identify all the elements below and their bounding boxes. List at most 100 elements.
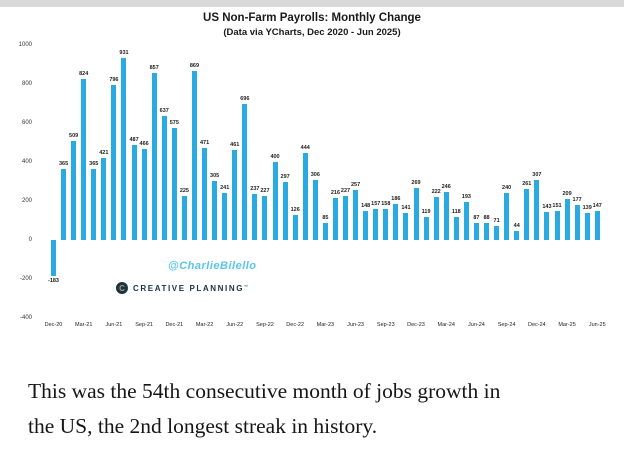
x-tick-label: Mar-21 <box>74 322 93 328</box>
bar <box>202 148 208 240</box>
bar-value-label: 141 <box>401 204 411 211</box>
bar <box>232 150 238 240</box>
bar-value-label: 306 <box>310 172 320 179</box>
bar-value-label: 87 <box>473 215 480 222</box>
x-tick-label: Dec-21 <box>165 322 184 328</box>
bar-value-label: 85 <box>322 215 329 222</box>
watermark-handle: @CharlieBilello <box>168 260 257 272</box>
bar-value-label: 297 <box>280 174 290 181</box>
bar-value-label: 869 <box>189 62 200 69</box>
x-tick-label: Sep-21 <box>135 322 153 328</box>
bar-value-label: 637 <box>159 107 169 114</box>
bar-value-label: 461 <box>230 142 240 149</box>
bar <box>453 216 459 240</box>
bar-value-label: 88 <box>483 214 490 221</box>
caption-line-2: the US, the 2nd longest streak in histor… <box>28 414 378 438</box>
bar <box>353 189 359 240</box>
bar <box>574 205 580 240</box>
x-tick-label: Dec-20 <box>44 322 63 328</box>
bar-value-label: 261 <box>522 181 532 188</box>
bar-value-label: 365 <box>58 160 69 167</box>
trademark-symbol: ™ <box>244 283 250 289</box>
bar <box>393 203 399 240</box>
y-tick-label: 600 <box>21 120 32 126</box>
x-tick-label: Jun-21 <box>105 322 123 328</box>
bar <box>473 223 479 240</box>
bar-value-label: 177 <box>572 197 582 204</box>
bar <box>191 70 197 240</box>
x-tick-label: Sep-24 <box>497 322 516 328</box>
bar-value-label: 487 <box>129 137 139 144</box>
bar <box>524 189 530 240</box>
y-tick-label: -200 <box>19 276 32 282</box>
bar <box>343 195 349 240</box>
x-tick-label: Jun-24 <box>468 322 485 328</box>
payrolls-chart: US Non-Farm Payrolls: Monthly Change (Da… <box>0 8 624 360</box>
bar <box>534 180 540 240</box>
bar <box>51 240 56 276</box>
bar <box>383 209 389 240</box>
x-tick-label: Jun-22 <box>226 322 244 328</box>
x-tick-label: Dec-22 <box>286 322 305 328</box>
chart-title: US Non-Farm Payrolls: Monthly Change <box>203 12 421 24</box>
bar <box>413 187 419 240</box>
creative-planning-logo-icon: C <box>116 282 128 294</box>
bar-value-label: 421 <box>99 149 109 156</box>
bar <box>272 162 278 240</box>
bar-value-label: 796 <box>109 76 119 83</box>
bar-value-label: 193 <box>461 194 471 201</box>
y-tick-label: 1000 <box>18 42 32 48</box>
bar <box>403 212 409 240</box>
bar-value-label: 857 <box>149 64 159 71</box>
bar-value-label: 186 <box>391 195 401 202</box>
bar <box>332 197 338 240</box>
bar <box>494 226 500 240</box>
bar <box>514 231 520 240</box>
bar <box>463 202 469 240</box>
bar <box>161 115 167 240</box>
bar <box>373 209 379 240</box>
bar <box>262 195 268 240</box>
bar <box>242 104 248 240</box>
bar-value-label: 241 <box>220 185 230 191</box>
bar <box>564 199 570 240</box>
bar-value-label: -183 <box>47 277 59 284</box>
bar-value-label: 466 <box>139 141 149 148</box>
bar-value-label: 71 <box>493 218 500 225</box>
bar-value-label: 147 <box>592 203 602 210</box>
bar-value-label: 227 <box>340 187 351 194</box>
bar-value-label: 119 <box>421 208 431 215</box>
y-tick-label: 800 <box>21 81 32 87</box>
top-border-strip <box>0 0 624 7</box>
bar <box>363 211 369 240</box>
tweet-caption: This was the 54th consecutive month of j… <box>28 374 603 444</box>
y-tick-label: 400 <box>21 159 32 165</box>
bar-value-label: 216 <box>330 189 341 196</box>
chart-subtitle: (Data via YCharts, Dec 2020 - Jun 2025) <box>223 27 401 38</box>
bar-value-label: 471 <box>199 140 210 147</box>
bar-value-label: 151 <box>552 202 562 209</box>
caption-line-1: This was the 54th consecutive month of j… <box>28 379 501 403</box>
x-tick-label: Mar-23 <box>316 322 335 328</box>
y-tick-label: -400 <box>19 315 32 321</box>
bar <box>91 168 97 240</box>
bar-value-label: 143 <box>542 204 552 211</box>
bar <box>61 168 67 240</box>
bar <box>584 212 590 240</box>
bar <box>423 216 429 240</box>
bar <box>594 211 600 240</box>
bar-value-label: 824 <box>79 71 89 78</box>
x-tick-label: Mar-22 <box>195 322 214 328</box>
bar <box>141 149 147 240</box>
brand-lockup: C CREATIVE PLANNING™ <box>116 282 250 294</box>
bar-value-label: 240 <box>502 185 512 192</box>
bar-value-label: 139 <box>582 204 592 211</box>
y-tick-label: 200 <box>21 198 32 204</box>
y-tick-label: 0 <box>28 237 32 243</box>
bar <box>302 153 308 240</box>
bar <box>151 72 157 240</box>
x-tick-label: Dec-23 <box>407 322 425 328</box>
bar <box>121 58 127 240</box>
x-tick-label: Jun-25 <box>588 322 606 328</box>
